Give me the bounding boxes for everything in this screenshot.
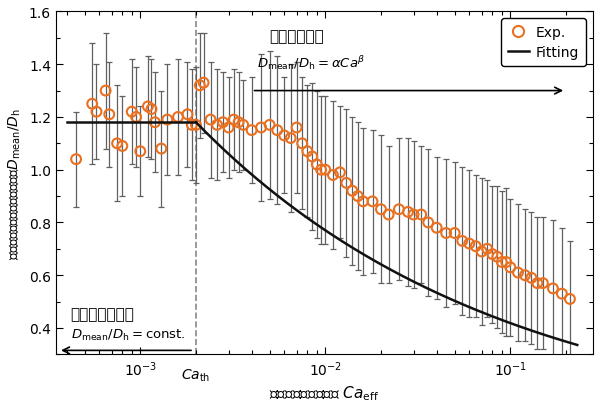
Point	[199, 80, 208, 87]
Point	[316, 167, 326, 173]
Point	[538, 280, 548, 287]
Point	[471, 243, 481, 250]
Point	[424, 220, 433, 226]
X-axis label: 有効キャピラリー数 $Ca_{\mathrm{eff}}$: 有効キャピラリー数 $Ca_{\mathrm{eff}}$	[269, 383, 380, 402]
Point	[358, 199, 368, 205]
Point	[229, 117, 239, 124]
Point	[286, 135, 295, 142]
Point	[182, 112, 192, 118]
Point	[497, 259, 506, 266]
Point	[118, 143, 127, 150]
Point	[146, 106, 156, 113]
Point	[302, 148, 312, 155]
Point	[157, 146, 166, 153]
Point	[347, 188, 357, 195]
Point	[368, 199, 377, 205]
Point	[341, 180, 351, 187]
Point	[195, 83, 205, 89]
Point	[265, 122, 274, 129]
Point	[432, 225, 442, 231]
Point	[394, 207, 404, 213]
Point	[557, 291, 566, 297]
Point	[565, 296, 575, 303]
Point	[477, 249, 487, 255]
Point	[520, 272, 530, 279]
Point	[409, 212, 418, 218]
Point	[493, 254, 502, 261]
Point	[464, 240, 474, 247]
Text: $Ca_{\mathrm{th}}$: $Ca_{\mathrm{th}}$	[181, 366, 211, 383]
Point	[101, 88, 110, 94]
Point	[292, 125, 301, 131]
Text: せん断モード: せん断モード	[269, 29, 325, 44]
Point	[206, 117, 215, 124]
Point	[143, 104, 153, 110]
Text: 立体障害モード: 立体障害モード	[71, 306, 134, 321]
Point	[212, 122, 222, 129]
Point	[442, 230, 451, 237]
Point	[450, 230, 460, 237]
Point	[191, 122, 201, 129]
Point	[298, 141, 307, 147]
Point	[482, 246, 492, 252]
Text: $D_{\mathrm{mean}}/D_{\mathrm{h}} = \alpha Ca^{\beta}$: $D_{\mathrm{mean}}/D_{\mathrm{h}} = \alp…	[257, 54, 366, 72]
Point	[238, 122, 248, 129]
Point	[136, 148, 145, 155]
Point	[247, 128, 256, 134]
Point	[92, 109, 101, 116]
Point	[234, 120, 244, 126]
Y-axis label: 正規化された平均液滴直径　$D_{\mathrm{mean}}/D_{\mathrm{h}}$: 正規化された平均液滴直径 $D_{\mathrm{mean}}/D_{\math…	[7, 108, 23, 259]
Point	[506, 264, 515, 271]
Point	[173, 115, 183, 121]
Point	[112, 141, 122, 147]
Point	[150, 120, 160, 126]
Text: $D_{\mathrm{mean}}/D_{\mathrm{h}} = \mathrm{const.}$: $D_{\mathrm{mean}}/D_{\mathrm{h}} = \mat…	[71, 327, 185, 342]
Point	[328, 172, 338, 179]
Point	[218, 120, 228, 126]
Point	[71, 157, 81, 163]
Point	[533, 280, 542, 287]
Point	[457, 238, 467, 245]
Legend: Exp., Fitting: Exp., Fitting	[501, 19, 586, 67]
Point	[513, 270, 523, 276]
Point	[502, 259, 511, 266]
Point	[488, 251, 497, 258]
Point	[280, 133, 289, 139]
Point	[312, 162, 322, 168]
Point	[163, 117, 172, 124]
Point	[131, 115, 141, 121]
Point	[376, 207, 386, 213]
Point	[384, 212, 394, 218]
Point	[272, 128, 282, 134]
Point	[353, 193, 362, 200]
Point	[104, 112, 114, 118]
Point	[224, 125, 233, 131]
Point	[403, 209, 413, 216]
Point	[548, 285, 558, 292]
Point	[335, 170, 345, 176]
Point	[127, 109, 137, 116]
Point	[88, 101, 97, 108]
Point	[187, 122, 197, 129]
Point	[416, 212, 426, 218]
Point	[307, 154, 317, 160]
Point	[527, 275, 536, 281]
Point	[256, 125, 266, 131]
Point	[320, 167, 330, 173]
